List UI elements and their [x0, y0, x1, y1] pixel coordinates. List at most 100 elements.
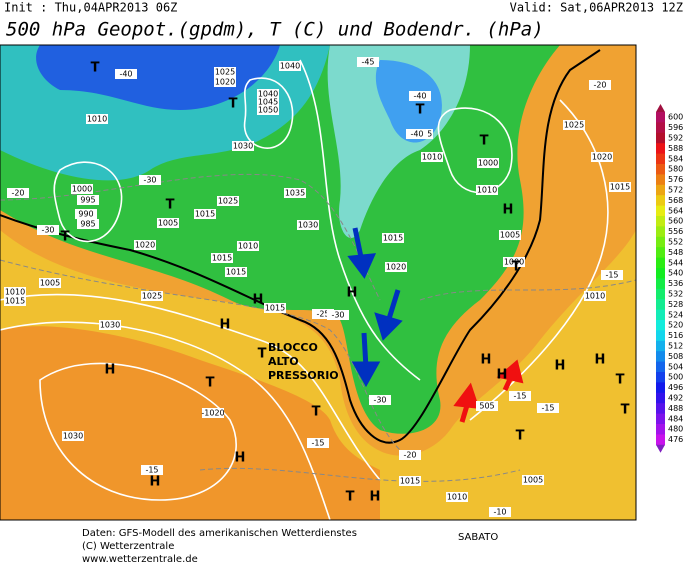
- isobar-label: -1020: [201, 409, 224, 418]
- colorbar-swatch: [656, 309, 665, 321]
- label-box: [86, 114, 108, 124]
- label-box: [7, 188, 29, 198]
- colorbar-swatch: [656, 340, 665, 352]
- colorbar-label: 540: [668, 269, 683, 278]
- annotation: PRESSORIO: [268, 369, 339, 382]
- isobar-label: 1020: [592, 153, 612, 162]
- isobar-label: -20: [11, 189, 24, 198]
- label-box: [297, 220, 319, 230]
- pressure-center: T: [346, 490, 355, 505]
- label-box: [115, 69, 137, 79]
- isobar-label: -30: [373, 396, 386, 405]
- pressure-center: T: [166, 198, 175, 213]
- colorbar-swatch: [656, 372, 665, 383]
- colorbar-label: 552: [668, 238, 683, 247]
- label-box: [62, 431, 84, 441]
- label-box: [382, 233, 404, 243]
- colorbar-label: 584: [668, 154, 683, 163]
- isobar-label: 1015: [5, 297, 25, 306]
- isobar-label: 1000: [72, 185, 92, 194]
- colorbar-label: 496: [668, 383, 683, 392]
- colorbar-label: 596: [668, 123, 683, 132]
- isobar-label: 1030: [298, 221, 318, 230]
- isobar-label: 1010: [87, 115, 107, 124]
- label-box: [237, 241, 259, 251]
- isobar-label: 1015: [383, 234, 403, 243]
- isobar-label: 1010: [422, 153, 442, 162]
- isobar-label: 1005: [40, 279, 60, 288]
- isobar-label: 1025: [218, 197, 238, 206]
- colorbar-swatch: [656, 403, 665, 415]
- isobar-label: -45: [361, 58, 374, 67]
- red-arrows: [453, 359, 524, 423]
- colorbar-label: 548: [668, 248, 683, 257]
- label-box: [399, 450, 421, 460]
- label-box: [591, 152, 613, 162]
- colorbar-swatch: [656, 236, 665, 248]
- label-box: [264, 303, 286, 313]
- isobar-label: 1000: [478, 159, 498, 168]
- pressure-center: T: [229, 97, 238, 112]
- pressure-center: T: [91, 61, 100, 76]
- isobar-label: 1000: [504, 258, 524, 267]
- map-area: 1010102510201040104010451050103010009959…: [0, 45, 636, 520]
- label-box: [369, 395, 391, 405]
- pressure-center: H: [555, 359, 566, 374]
- pressure-center: H: [503, 203, 514, 218]
- label-box: [75, 209, 97, 219]
- colorbar-swatch: [656, 330, 665, 342]
- colorbar-swatch: [656, 320, 665, 331]
- colorbar-swatch: [656, 174, 665, 186]
- label-box: [257, 89, 279, 99]
- label-box: [37, 225, 59, 235]
- pressure-center: H: [220, 318, 231, 333]
- colorbar-label: 484: [668, 414, 683, 423]
- isobar-label: 1010: [477, 186, 497, 195]
- colorbar-label: 572: [668, 186, 683, 195]
- isobar-label: -15: [513, 392, 526, 401]
- label-box: [601, 270, 623, 280]
- label-box: [134, 240, 156, 250]
- isobar-label: 1015: [195, 210, 215, 219]
- colorbar-swatch: [656, 247, 665, 259]
- colorbar-swatch: [656, 299, 665, 311]
- label-box: [214, 77, 236, 87]
- isobar-label: 1010: [585, 292, 605, 301]
- isobar-label: 1045: [258, 98, 278, 107]
- pressure-center: T: [61, 230, 70, 245]
- colorbar-label: 600: [668, 113, 683, 122]
- isobar-label: -40: [413, 92, 426, 101]
- isobar-label: -40: [410, 130, 423, 139]
- isobar-label: -40: [119, 70, 132, 79]
- isobar-label: -30: [41, 226, 54, 235]
- label-box: [499, 230, 521, 240]
- label-box: [421, 152, 443, 162]
- isobar-label: 1015: [610, 183, 630, 192]
- isobar-label: -15: [311, 439, 324, 448]
- isobar-label: 1040: [280, 62, 300, 71]
- label-box: [202, 408, 224, 418]
- label-box: [225, 267, 247, 277]
- blue-arrows: [347, 227, 403, 388]
- isobar-label: -30: [331, 311, 344, 320]
- footer-line: (C) Wetterzentrale: [82, 541, 174, 552]
- label-box: [4, 287, 26, 297]
- colorbar-swatch: [656, 143, 665, 155]
- isobar-label: 990: [78, 210, 93, 219]
- colorbar-label: 488: [668, 404, 683, 413]
- label-box: [99, 320, 121, 330]
- isobar-label: 1030: [233, 142, 253, 151]
- footer-line: www.wetterzentrale.de: [82, 554, 198, 564]
- isobar-label: 1020: [386, 263, 406, 272]
- colorbar-label: 512: [668, 342, 683, 351]
- colorbar-label: 528: [668, 300, 683, 309]
- label-box: [257, 105, 279, 115]
- isobar-label: 1020: [215, 78, 235, 87]
- colorbar-label: 580: [668, 165, 683, 174]
- isobar-label: 1040: [258, 90, 278, 99]
- pressure-center: H: [105, 363, 116, 378]
- colorbar-swatch: [656, 122, 665, 134]
- colorbar-swatch: [656, 112, 665, 123]
- label-box: [509, 391, 531, 401]
- label-box: [39, 278, 61, 288]
